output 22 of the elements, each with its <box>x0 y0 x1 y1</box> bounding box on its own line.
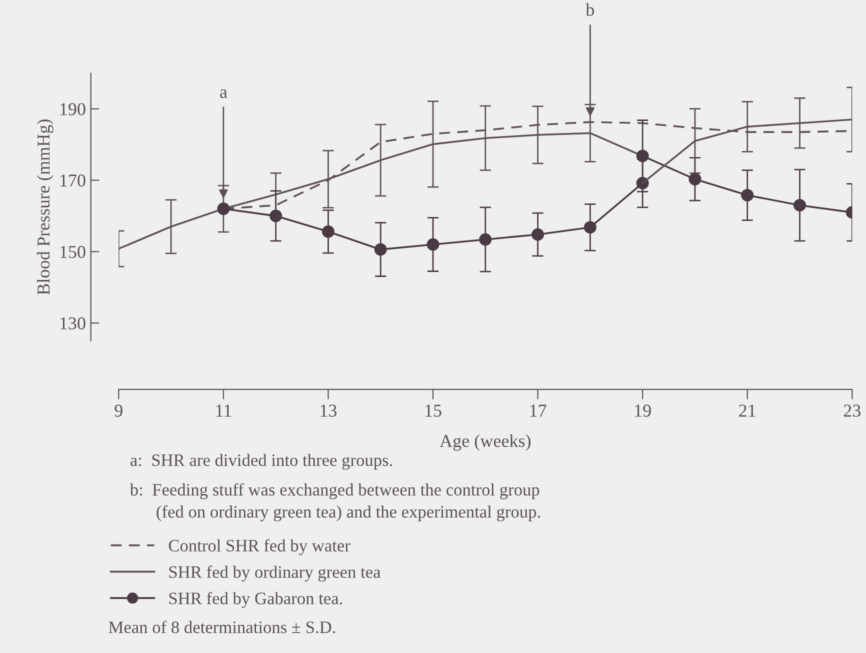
y-tick-label: 130 <box>60 317 86 330</box>
x-tick-label: 9 <box>114 404 122 417</box>
x-axis-title: Age (weeks) <box>440 434 530 451</box>
legend-label: Control SHR fed by water <box>168 539 350 556</box>
legend-label: SHR fed by Gabaron tea. <box>169 592 342 608</box>
x-tick-label: 23 <box>844 404 860 417</box>
annotation: a <box>220 89 228 98</box>
y-tick-label: 150 <box>60 246 86 258</box>
x-tick-label: 21 <box>739 404 756 417</box>
y-tick-label: 170 <box>60 174 86 187</box>
x-tick-label: 19 <box>635 404 651 417</box>
y-axis-title: Blood Pressure (mmHg) <box>36 120 54 295</box>
text: a: SHR are divided into three groups. <box>130 454 392 470</box>
x-tick-label: 17 <box>530 404 546 417</box>
text: Mean of 8 determinations ± S.D. <box>108 620 336 634</box>
text: b: Feeding stuff was exchanged between the control group (fed on ordinary green tea) and the experimental group. <box>130 483 540 522</box>
x-tick-label: 15 <box>426 404 442 417</box>
legend-label: SHR fed by ordinary green tea <box>169 566 381 582</box>
x-tick-label: 13 <box>320 404 337 417</box>
annotation: b <box>586 3 594 16</box>
y-tick-label: 190 <box>60 103 86 116</box>
x-tick-label: 11 <box>216 404 232 417</box>
